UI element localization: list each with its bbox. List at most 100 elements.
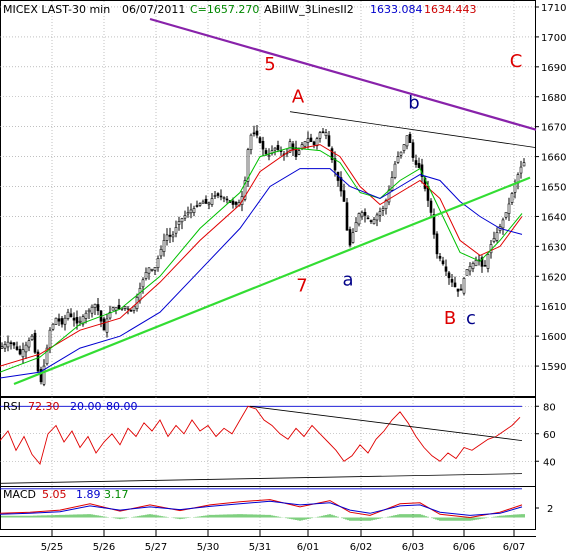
candle-body bbox=[375, 214, 379, 221]
candle-body bbox=[15, 346, 19, 350]
candle-body bbox=[207, 202, 211, 205]
candle-body bbox=[414, 160, 418, 165]
candle-body bbox=[339, 177, 343, 192]
candle-body bbox=[255, 130, 259, 136]
candle-body bbox=[0, 346, 4, 349]
wave-label-B: B bbox=[444, 308, 456, 329]
candle-body bbox=[141, 279, 145, 288]
candle-body bbox=[441, 260, 445, 265]
grid-lines bbox=[0, 1, 535, 529]
rsi-y-axis: 40 60 80 bbox=[535, 402, 556, 468]
candle-body bbox=[348, 229, 352, 246]
x-tick-label: 5/26 bbox=[93, 542, 115, 553]
y-tick-label: 1620 bbox=[541, 272, 566, 283]
price-y-axis: 1590 1600 1610 1620 1630 1640 1650 1660 1670 1680… bbox=[535, 3, 566, 373]
y-tick-label: 1630 bbox=[541, 242, 566, 253]
rsi-line bbox=[0, 405, 521, 465]
candle-body bbox=[351, 232, 355, 243]
candle-body bbox=[69, 313, 73, 318]
candle-body bbox=[291, 143, 295, 150]
candle-body bbox=[186, 212, 190, 215]
candle-body bbox=[372, 219, 376, 225]
candle-body bbox=[210, 198, 214, 205]
candle-body bbox=[168, 234, 172, 237]
candle-body bbox=[456, 288, 460, 292]
rsi-value-2: 20.00 bbox=[70, 400, 102, 413]
candle-body bbox=[45, 347, 49, 365]
candle-body bbox=[366, 217, 370, 220]
candle-body bbox=[42, 365, 46, 385]
candle-body bbox=[219, 195, 223, 198]
rsi-trendline-0 bbox=[249, 405, 523, 441]
candle-body bbox=[6, 341, 10, 348]
price-panel-frame bbox=[0, 0, 536, 397]
candle-body bbox=[36, 351, 40, 372]
candle-body bbox=[174, 227, 178, 234]
candle-body bbox=[171, 234, 175, 238]
macd-label: MACD bbox=[3, 488, 36, 501]
wave-label-C: C bbox=[510, 51, 523, 72]
y-tick-label: 1700 bbox=[541, 33, 566, 44]
candle-body bbox=[315, 138, 319, 147]
candle-body bbox=[129, 310, 133, 312]
macd-value-2: 1.89 bbox=[76, 488, 101, 501]
candle-body bbox=[396, 156, 400, 163]
candle-body bbox=[459, 288, 463, 291]
x-tick-label: 6/03 bbox=[402, 542, 424, 553]
macd-series bbox=[0, 499, 525, 521]
macd-value-3: 3.17 bbox=[104, 488, 129, 501]
price-ma-line-0 bbox=[0, 144, 523, 367]
candle-body bbox=[243, 180, 247, 200]
candle-body bbox=[78, 320, 82, 323]
candle-body bbox=[27, 340, 31, 348]
y-tick-label: 1670 bbox=[541, 123, 566, 134]
candle-body bbox=[510, 193, 514, 203]
indicator-value-2: 1634.443 bbox=[424, 3, 477, 16]
trendline-2 bbox=[289, 111, 537, 148]
y-tick-label: 2 bbox=[547, 504, 553, 515]
candle-body bbox=[108, 311, 112, 319]
candle-body bbox=[48, 329, 52, 348]
candle-body bbox=[177, 221, 181, 225]
y-tick-label: 1600 bbox=[541, 332, 566, 343]
wave-labels: 5A b C 7 a B c bbox=[264, 51, 522, 329]
candle-body bbox=[333, 158, 337, 171]
candle-body bbox=[222, 197, 226, 199]
candle-body bbox=[117, 304, 121, 310]
candle-body bbox=[453, 282, 457, 288]
x-tick-label: 5/31 bbox=[249, 542, 271, 553]
candle-body bbox=[429, 200, 433, 213]
candle-body bbox=[261, 141, 265, 150]
date-label: 06/07/2011 bbox=[122, 3, 185, 16]
candle-body bbox=[345, 202, 349, 231]
candle-body bbox=[321, 131, 325, 134]
candle-body bbox=[9, 342, 13, 344]
candle-body bbox=[216, 193, 220, 196]
candle-body bbox=[465, 269, 469, 276]
symbol-label: MICEX LAST-30 min bbox=[3, 3, 110, 16]
candle-body bbox=[114, 306, 118, 311]
candle-body bbox=[363, 211, 367, 216]
candle-body bbox=[486, 254, 490, 269]
x-axis: 5/25 5/26 5/27 5/30 5/31 6/01 6/02 6/03 6/06 6/07 bbox=[41, 529, 525, 553]
y-tick-label: 80 bbox=[543, 402, 556, 413]
macd-line-1 bbox=[0, 500, 523, 516]
candle-body bbox=[342, 190, 346, 202]
candle-body bbox=[306, 138, 310, 143]
trendline-0 bbox=[13, 176, 531, 386]
candle-body bbox=[138, 287, 142, 301]
candle-body bbox=[273, 147, 277, 151]
candle-body bbox=[450, 279, 454, 283]
candle-body bbox=[378, 211, 382, 216]
candle-body bbox=[357, 213, 361, 225]
candle-body bbox=[435, 233, 439, 255]
candle-body bbox=[318, 132, 322, 139]
y-tick-label: 1690 bbox=[541, 63, 566, 74]
candle-body bbox=[33, 332, 37, 353]
candle-body bbox=[231, 200, 235, 205]
candle-body bbox=[309, 137, 313, 142]
candle-body bbox=[84, 312, 88, 319]
candle-body bbox=[234, 201, 238, 205]
candle-body bbox=[417, 163, 421, 168]
